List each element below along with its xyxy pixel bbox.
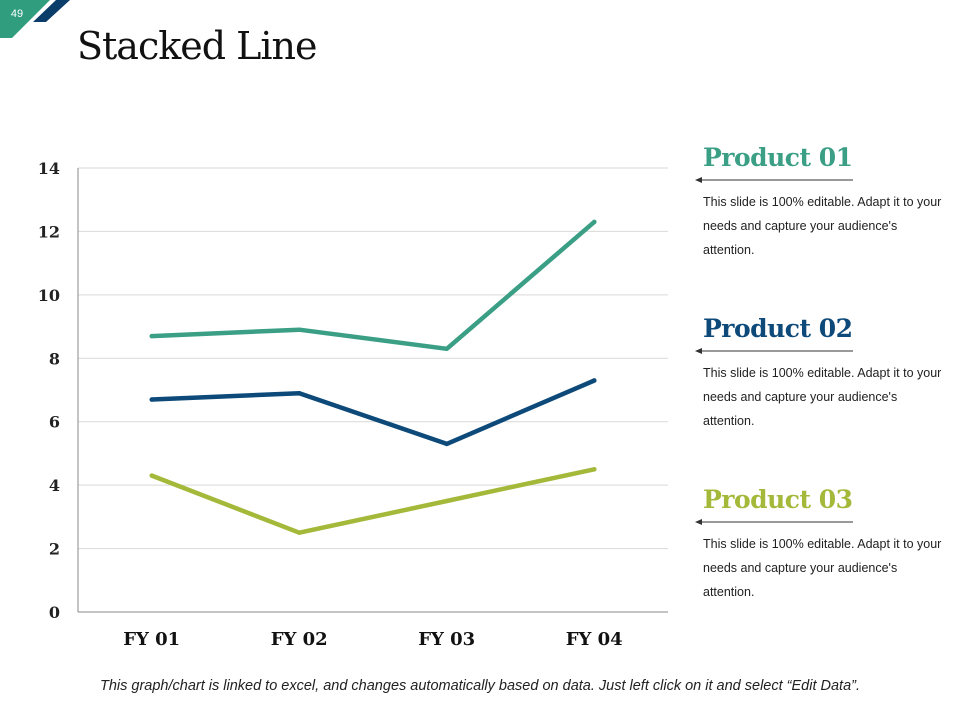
y-tick-label: 14: [38, 159, 60, 178]
y-tick-label: 6: [49, 413, 60, 432]
data-point-product-01: [444, 346, 449, 351]
series-line-product-01: [149, 219, 597, 352]
legend-product-02-name: Product 02: [703, 314, 853, 343]
page-title: Stacked Line: [77, 24, 318, 68]
corner-green-shape: [0, 0, 50, 38]
corner-navy-stripe: [33, 0, 70, 22]
series-line-product-02: [149, 378, 597, 447]
x-tick-label: FY 01: [123, 629, 180, 650]
x-tick-label: FY 03: [418, 629, 475, 650]
data-point-product-02: [149, 397, 154, 402]
data-point-product-03: [592, 467, 597, 472]
data-point-product-03: [444, 498, 449, 504]
legend-product-01: Product 01 This slide is 100% editable. …: [695, 143, 955, 262]
data-point-product-03: [297, 530, 302, 535]
x-tick-label: FY 02: [271, 629, 328, 650]
gridlines: [78, 167, 668, 550]
axes: [77, 168, 668, 613]
x-tick-labels: FY 01 FY 02 FY 03 FY 04: [123, 629, 622, 650]
series-lines: [149, 219, 597, 535]
data-point-product-02: [592, 378, 597, 383]
legend-arrow-icon: [695, 177, 853, 183]
legend-arrow-icon: [695, 348, 853, 354]
slide-number: 49: [10, 8, 24, 20]
data-point-product-01: [592, 219, 597, 225]
data-point-product-02: [444, 441, 449, 447]
corner-decoration: [0, 0, 70, 38]
data-point-product-01: [149, 333, 154, 339]
y-tick-label: 0: [49, 603, 60, 622]
legend-product-03: Product 03 This slide is 100% editable. …: [695, 485, 955, 604]
x-tick-label: FY 04: [566, 629, 623, 650]
legend-product-02-description: This slide is 100% editable. Adapt it to…: [703, 366, 942, 428]
data-point-product-03: [149, 473, 154, 478]
y-tick-label: 10: [38, 286, 60, 305]
legend-product-03-name: Product 03: [703, 485, 853, 514]
y-tick-label: 4: [49, 476, 60, 495]
data-point-product-01: [297, 327, 302, 332]
legend-product-03-description: This slide is 100% editable. Adapt it to…: [703, 537, 942, 599]
legend-arrow-icon: [695, 519, 853, 525]
legend-product-02: Product 02 This slide is 100% editable. …: [695, 314, 955, 433]
y-tick-label: 8: [49, 349, 60, 368]
series-line-product-03: [149, 467, 597, 535]
legend-product-01-description: This slide is 100% editable. Adapt it to…: [703, 195, 942, 257]
data-point-product-02: [297, 390, 302, 396]
y-tick-label: 12: [38, 222, 60, 241]
footnote: This graph/chart is linked to excel, and…: [99, 678, 861, 694]
y-tick-labels: 0 2 4 6 8 10 12 14: [38, 159, 60, 622]
y-tick-label: 2: [49, 540, 60, 559]
legend-product-01-name: Product 01: [703, 143, 853, 172]
